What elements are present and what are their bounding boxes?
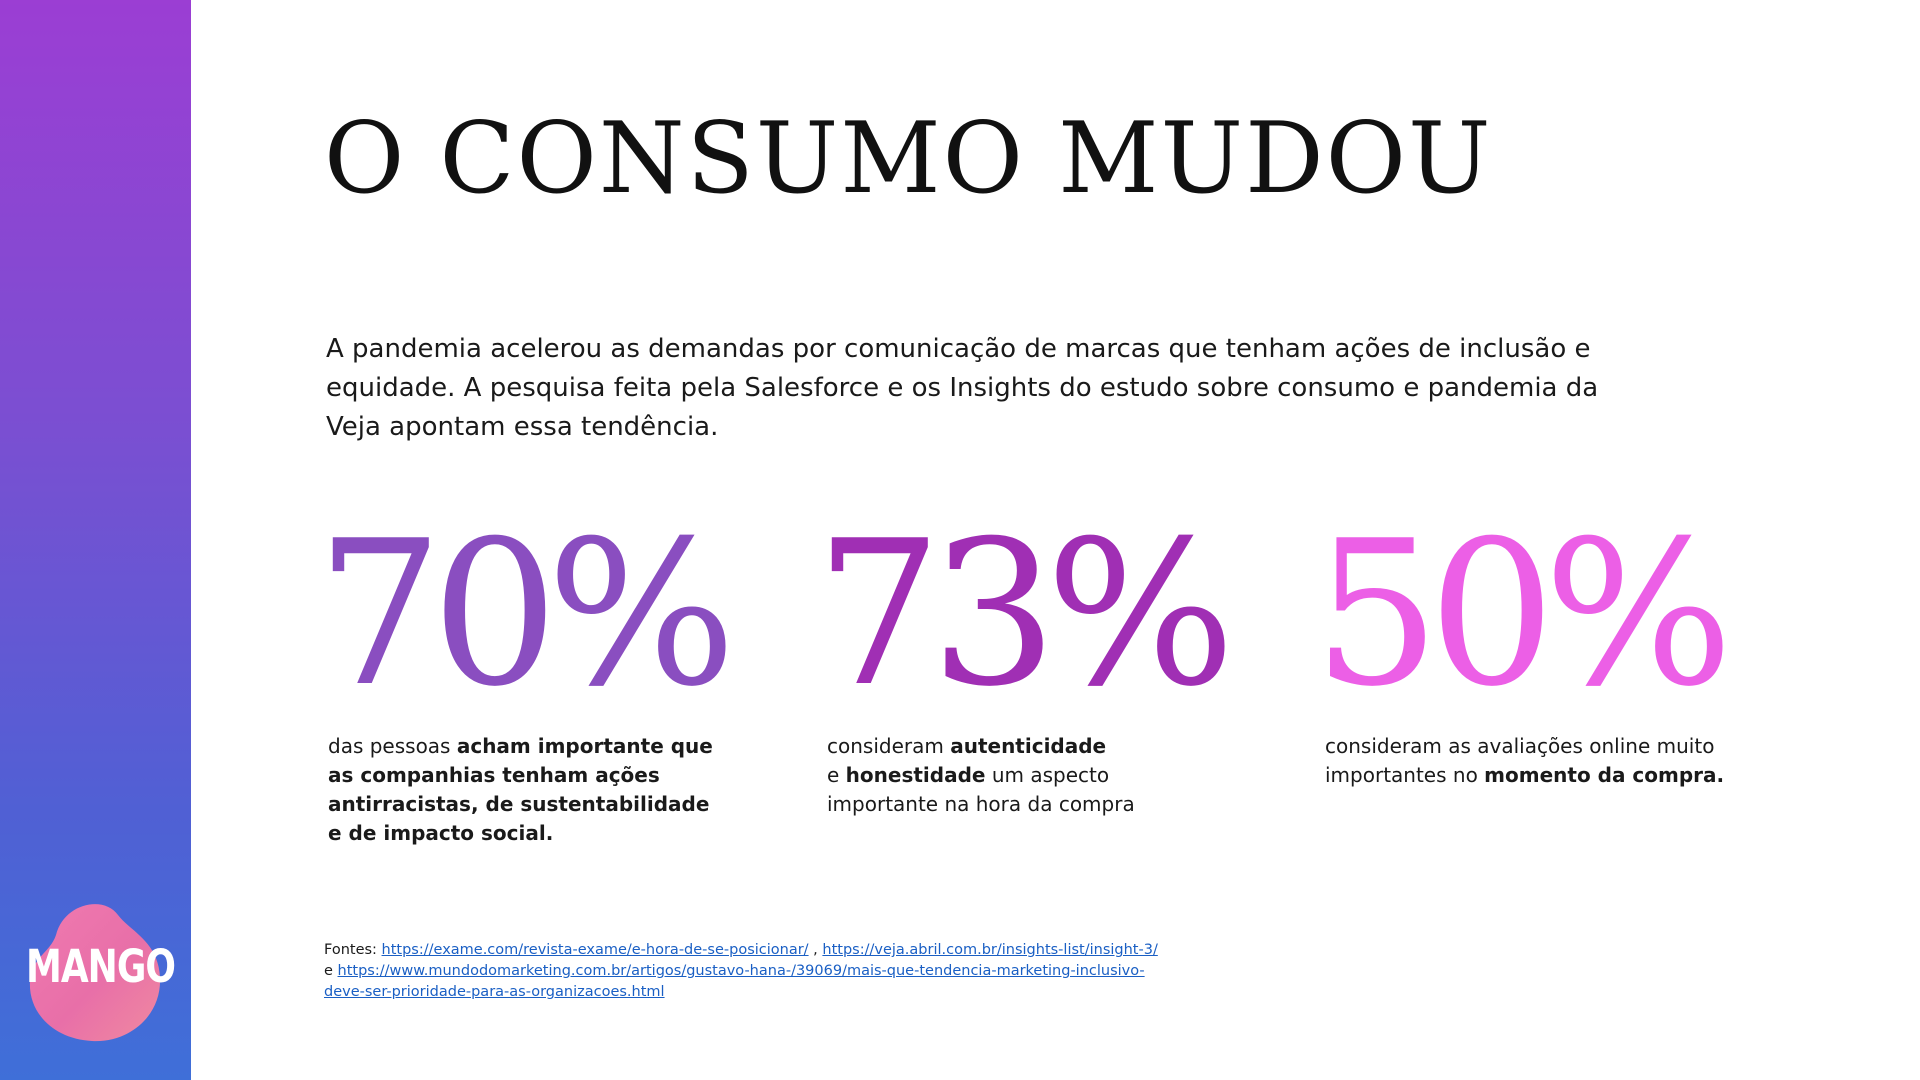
- stat-number: 70%: [316, 498, 737, 731]
- sources-label: Fontes:: [324, 942, 382, 958]
- logo-text: MANGO: [26, 941, 176, 994]
- stat-number: 50%: [1313, 498, 1734, 731]
- stat-70: 70% das pessoas acham importante que as …: [316, 498, 756, 846]
- stat-description: consideram autenticidade e honestidade u…: [827, 734, 1135, 816]
- sidebar-gradient: [0, 0, 191, 1080]
- stat-number: 73%: [815, 498, 1236, 731]
- source-link-mundodomarketing[interactable]: https://www.mundodomarketing.com.br/arti…: [324, 963, 1145, 1000]
- intro-paragraph: A pandemia acelerou as demandas por comu…: [326, 334, 1599, 442]
- stat-50: 50% consideram as avaliações online muit…: [1313, 498, 1753, 788]
- source-link-veja[interactable]: https://veja.abril.com.br/insights-list/…: [822, 942, 1158, 958]
- mango-logo: MANGO: [26, 895, 176, 1045]
- source-link-exame[interactable]: https://exame.com/revista-exame/e-hora-d…: [381, 942, 809, 958]
- stat-73: 73% consideram autenticidade e honestida…: [815, 498, 1255, 817]
- stat-description: das pessoas acham importante que as comp…: [328, 734, 713, 845]
- stat-description: consideram as avaliações online muito im…: [1325, 734, 1725, 787]
- mango-blob-logo-icon: [29, 904, 161, 1042]
- page-title: O CONSUMO MUDOU: [324, 102, 1493, 216]
- sources-footnote: Fontes: https://exame.com/revista-exame/…: [324, 942, 1158, 1000]
